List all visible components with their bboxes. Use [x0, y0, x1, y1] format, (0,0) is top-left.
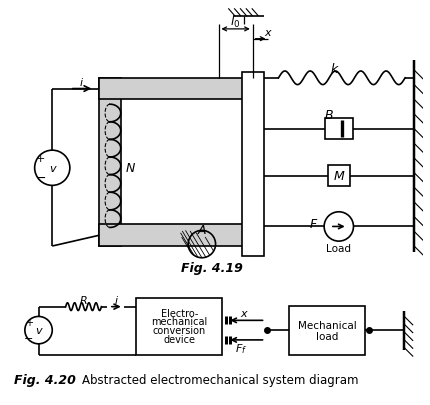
Bar — [288, 306, 364, 355]
Bar — [99, 79, 120, 246]
Bar — [136, 298, 222, 355]
Text: F: F — [309, 217, 316, 230]
Text: Fig. 4.20: Fig. 4.20 — [14, 373, 76, 386]
Text: x: x — [240, 309, 247, 319]
Text: Electro-: Electro- — [160, 308, 198, 318]
Text: x: x — [264, 28, 270, 38]
Text: device: device — [163, 334, 195, 344]
Text: N: N — [126, 162, 135, 175]
Text: −: − — [24, 333, 34, 343]
Bar — [241, 73, 263, 256]
Bar — [99, 79, 243, 100]
Text: Mechanical: Mechanical — [297, 320, 356, 330]
Bar — [327, 165, 349, 187]
Bar — [99, 225, 243, 246]
Text: Abstracted electromechanical system diagram: Abstracted electromechanical system diag… — [81, 373, 357, 386]
Text: $l_0$: $l_0$ — [229, 14, 240, 30]
Text: v: v — [49, 163, 55, 173]
Text: +: + — [25, 318, 33, 328]
Text: B: B — [324, 109, 332, 122]
Text: k: k — [329, 62, 337, 75]
Text: −: − — [35, 172, 46, 185]
Text: A: A — [197, 223, 206, 236]
Text: i: i — [80, 77, 83, 87]
Text: i: i — [114, 295, 117, 305]
Bar — [324, 119, 352, 140]
Text: Load: Load — [326, 243, 350, 254]
Text: M: M — [333, 170, 344, 183]
Text: mechanical: mechanical — [151, 317, 207, 326]
Text: +: + — [36, 153, 45, 164]
Text: load: load — [315, 331, 338, 341]
Text: v: v — [35, 325, 42, 335]
Text: R: R — [80, 295, 87, 305]
Text: conversion: conversion — [152, 325, 206, 335]
Text: Fig. 4.19: Fig. 4.19 — [180, 261, 242, 274]
Text: $F_f$: $F_f$ — [234, 341, 246, 355]
